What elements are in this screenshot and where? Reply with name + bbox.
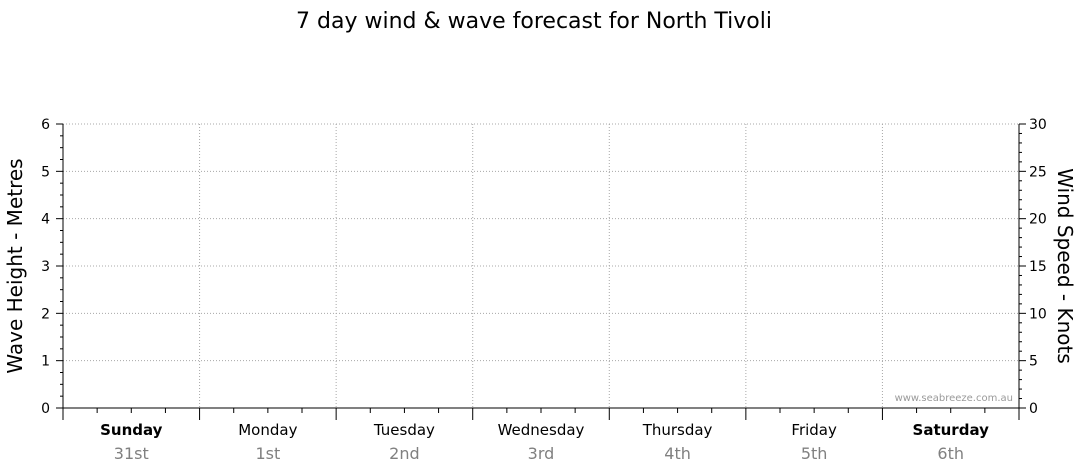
day-date-label: 2nd [389,444,419,463]
grid-lines [63,123,1019,408]
day-name-label: Wednesday [498,421,585,439]
day-name-label: Sunday [100,421,163,439]
day-labels: Sunday 31st Monday 1st Tuesday 2nd Wednesday 3r… [100,421,989,463]
left-tick-label: 1 [41,354,50,370]
right-tick-label: 10 [1029,306,1047,322]
day-name-label: Friday [791,421,837,439]
day-date-label: 5th [801,444,828,463]
watermark-text: www.seabreeze.com.au [895,393,1013,404]
day-name-label: Saturday [913,421,990,439]
chart-axes [62,124,1020,420]
left-tick-label: 4 [41,212,50,228]
right-tick-label: 20 [1029,212,1047,228]
left-tick-label: 6 [41,117,50,133]
right-tick-label: 5 [1029,354,1038,370]
right-tick-label: 25 [1029,164,1047,180]
day-date-label: 31st [114,444,149,463]
day-date-label: 4th [664,444,691,463]
day-date-label: 3rd [528,444,555,463]
day-name-label: Thursday [642,421,713,439]
right-axis-title: Wind Speed - Knots [1053,168,1077,364]
day-name-label: Monday [238,421,297,439]
day-date-label: 6th [937,444,964,463]
right-tick-label: 0 [1029,401,1038,417]
chart-title: 7 day wind & wave forecast for North Tiv… [296,9,772,34]
left-tick-label: 0 [41,401,50,417]
right-axis-ticks: 0 5 10 15 20 25 30 [1019,117,1047,417]
right-tick-label: 15 [1029,259,1047,275]
day-date-label: 1st [255,444,280,463]
left-axis-ticks: 0 1 2 3 4 5 6 [41,117,63,417]
left-tick-label: 5 [41,164,50,180]
left-tick-label: 3 [41,259,50,275]
left-axis-title: Wave Height - Metres [3,158,27,373]
left-tick-label: 2 [41,306,50,322]
day-name-label: Tuesday [373,421,435,439]
right-tick-label: 30 [1029,117,1047,133]
